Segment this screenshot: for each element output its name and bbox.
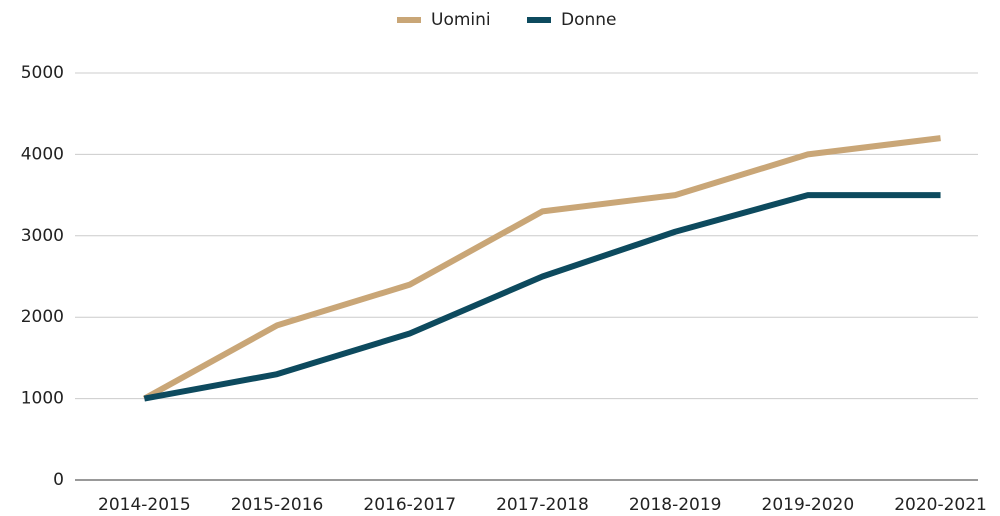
y-tick-label: 2000 bbox=[21, 307, 64, 327]
x-tick-label: 2018-2019 bbox=[629, 495, 722, 515]
x-tick-label: 2015-2016 bbox=[231, 495, 324, 515]
x-tick-label: 2016-2017 bbox=[363, 495, 456, 515]
legend-label: Donne bbox=[561, 10, 617, 30]
y-tick-label: 4000 bbox=[21, 144, 64, 164]
x-tick-label: 2017-2018 bbox=[496, 495, 589, 515]
y-tick-label: 5000 bbox=[21, 63, 64, 83]
series-line bbox=[143, 192, 941, 402]
y-tick-label: 0 bbox=[53, 470, 64, 490]
legend-label: Uomini bbox=[431, 10, 491, 30]
x-tick-label: 2019-2020 bbox=[762, 495, 855, 515]
series-line bbox=[142, 135, 941, 402]
x-tick-label: 2014-2015 bbox=[98, 495, 191, 515]
y-tick-label: 3000 bbox=[21, 226, 64, 246]
x-tick-label: 2020-2021 bbox=[894, 495, 987, 515]
y-tick-label: 1000 bbox=[21, 389, 64, 409]
